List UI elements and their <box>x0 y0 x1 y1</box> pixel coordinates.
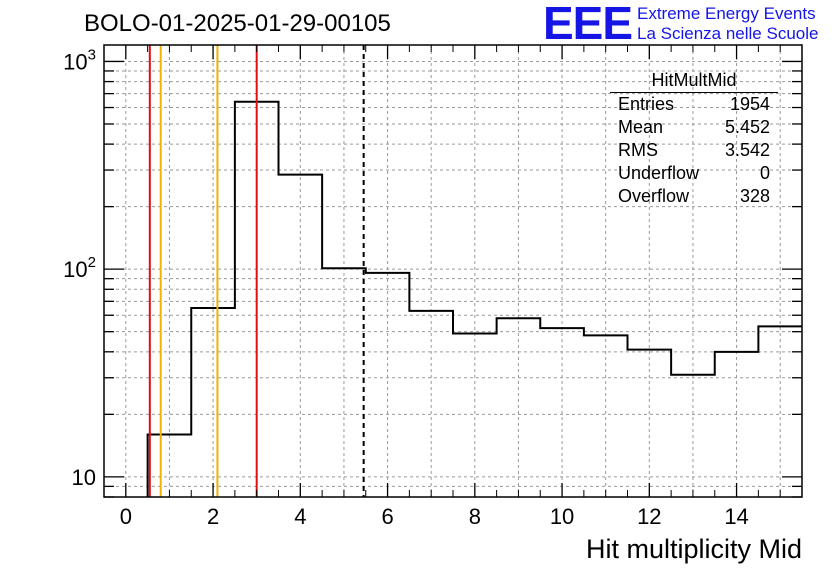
histogram-bin <box>540 328 584 497</box>
histogram-bin <box>279 175 323 497</box>
stats-row-rms: RMS 3.542 <box>610 139 778 162</box>
y-tick-label: 10 <box>72 465 96 490</box>
eee-logo: EEE <box>543 0 633 49</box>
y-tick-label: 103 <box>63 46 96 74</box>
stats-row-overflow: Overflow 328 <box>610 185 778 208</box>
stats-value: 0 <box>759 163 770 183</box>
stats-label: Mean <box>618 117 664 137</box>
stats-label: Entries <box>618 94 675 114</box>
stats-value: 1954 <box>729 94 770 114</box>
stats-value: 5.452 <box>724 117 770 137</box>
chart-title: BOLO-01-2025-01-29-00105 <box>84 10 391 37</box>
stats-box: HitMultMid Entries 1954 Mean 5.452 RMS 3… <box>610 70 778 208</box>
stats-label: Underflow <box>618 163 700 183</box>
stats-row-entries: Entries 1954 <box>610 93 778 116</box>
x-tick-label: 12 <box>637 504 661 529</box>
x-tick-label: 4 <box>294 504 306 529</box>
stats-title: HitMultMid <box>610 70 778 93</box>
histogram-bin <box>366 273 410 497</box>
x-tick-label: 2 <box>207 504 219 529</box>
stats-label: Overflow <box>618 186 690 206</box>
stats-row-underflow: Underflow 0 <box>610 162 778 185</box>
histogram-bin <box>715 352 759 497</box>
histogram-bin <box>322 268 366 497</box>
x-tick-label: 8 <box>469 504 481 529</box>
histogram-bin <box>409 311 453 497</box>
x-axis-label: Hit multiplicity Mid <box>585 534 802 564</box>
y-tick-label: 102 <box>63 254 96 282</box>
stats-value: 3.542 <box>724 140 770 160</box>
stats-row-mean: Mean 5.452 <box>610 116 778 139</box>
histogram-bin <box>628 350 672 497</box>
histogram-bin <box>497 318 541 497</box>
histogram-bin <box>584 335 628 497</box>
histogram-bin <box>148 434 192 497</box>
histogram-bin <box>191 308 235 497</box>
histogram-bin <box>453 334 497 497</box>
x-tick-label: 14 <box>724 504 748 529</box>
x-tick-label: 10 <box>550 504 574 529</box>
stats-value: 328 <box>739 186 770 206</box>
stats-label: RMS <box>618 140 658 160</box>
histogram-bin <box>671 375 715 497</box>
logo-line-2: La Scienza nelle Scuole <box>637 24 819 43</box>
x-tick-label: 6 <box>381 504 393 529</box>
x-tick-label: 0 <box>120 504 132 529</box>
logo-line-1: Extreme Energy Events <box>637 4 816 23</box>
histogram-outline <box>146 100 802 497</box>
